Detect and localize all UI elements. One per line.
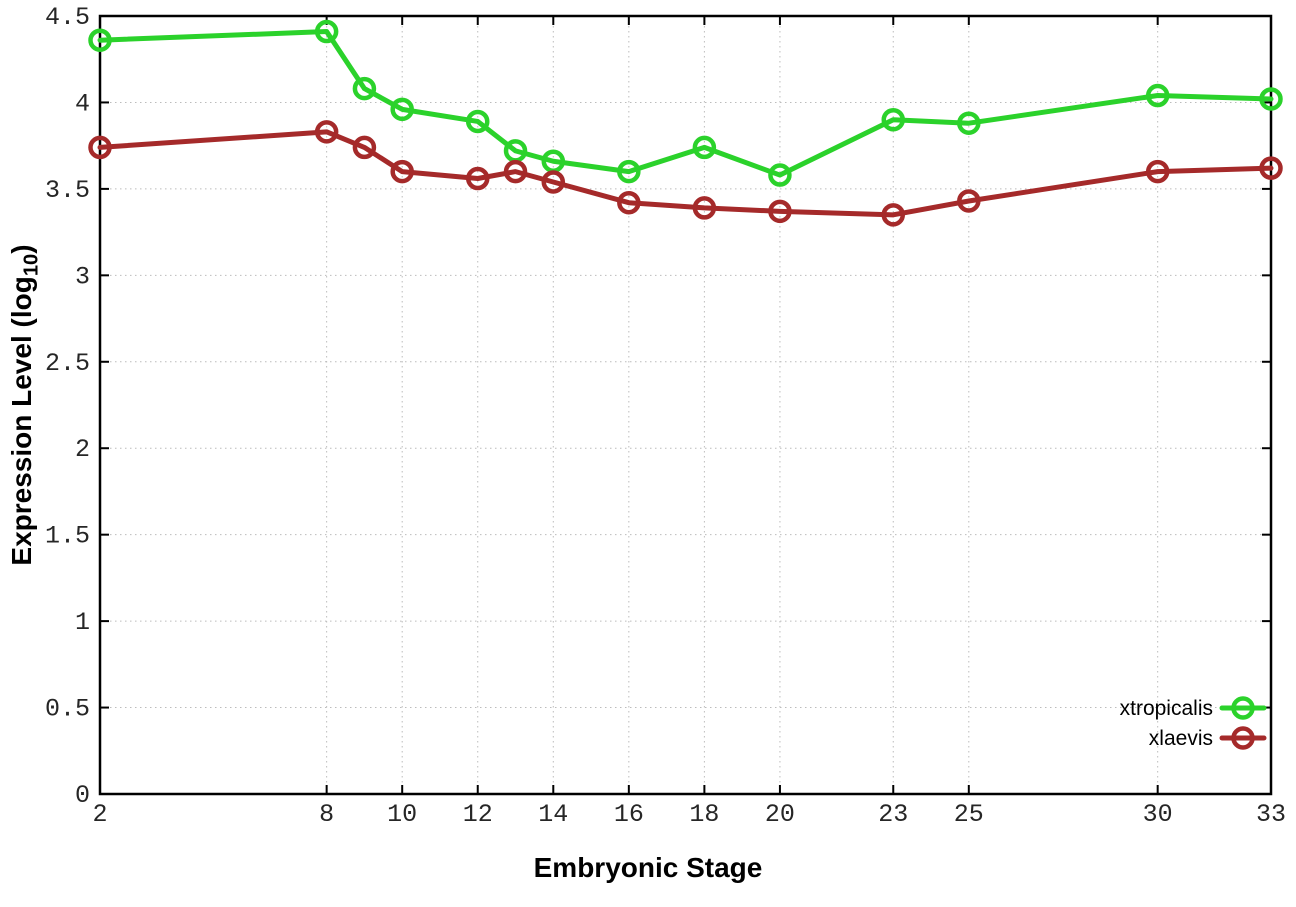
data-point-marker-xtropicalis	[1259, 87, 1283, 111]
x-tick-label: 33	[1256, 800, 1286, 829]
data-point-marker-xtropicalis	[88, 28, 112, 52]
y-tick-label: 3	[75, 262, 90, 291]
y-tick-label: 1.5	[45, 522, 90, 551]
data-point-marker-xlaevis	[465, 166, 490, 191]
legend-label-xlaevis: xlaevis	[1149, 727, 1213, 750]
x-tick-label: 23	[878, 800, 908, 829]
y-tick-label: 3.5	[45, 176, 90, 205]
series-line-xtropicalis	[97, 29, 1274, 178]
data-point-marker-xlaevis	[503, 159, 528, 184]
plot-border	[98, 14, 1273, 796]
y-tick-label: 2	[75, 435, 90, 464]
y-tick-label: 4	[75, 89, 90, 118]
x-tick-label: 20	[765, 800, 795, 829]
data-point-marker-xtropicalis	[617, 159, 641, 184]
x-tick-label: 30	[1143, 800, 1173, 829]
data-point-marker-xlaevis	[390, 159, 414, 184]
data-point-marker-xlaevis	[352, 135, 377, 160]
data-point-marker-xlaevis	[617, 190, 641, 215]
x-tick-label: 10	[387, 800, 417, 829]
data-point-marker-xtropicalis	[881, 107, 906, 132]
x-tick-label: 8	[319, 800, 334, 829]
data-point-marker-xlaevis	[1259, 156, 1283, 180]
x-tick-label: 25	[954, 800, 984, 829]
data-point-marker-xlaevis	[692, 196, 717, 220]
data-point-marker-xlaevis	[541, 170, 566, 194]
y-axis-title-close: )	[6, 244, 37, 254]
legend-sample-marker-xtropicalis	[1231, 696, 1255, 720]
data-point-marker-xtropicalis	[957, 111, 981, 135]
data-point-marker-xtropicalis	[314, 19, 339, 44]
data-point-marker-xtropicalis	[390, 97, 414, 122]
x-tick-label: 12	[463, 800, 493, 829]
x-axis-title: Embryonic Stage	[533, 852, 763, 883]
data-point-marker-xlaevis	[881, 203, 906, 227]
y-axis-title-text: Expression Level (log	[6, 276, 37, 566]
y-tick-label: 1	[75, 608, 90, 637]
data-point-marker-xlaevis	[314, 120, 339, 144]
x-tick-label: 16	[614, 800, 644, 829]
data-point-marker-xlaevis	[88, 135, 112, 160]
legend-sample-marker-xlaevis	[1231, 726, 1255, 750]
data-point-marker-xtropicalis	[465, 109, 490, 134]
series-line-xlaevis	[97, 129, 1274, 218]
data-point-marker-xtropicalis	[768, 163, 792, 187]
y-tick-label: 2.5	[45, 349, 90, 378]
data-point-marker-xlaevis	[957, 189, 981, 213]
y-axis-title: Expression Level (log10)	[6, 15, 46, 795]
x-tick-label: 18	[689, 800, 719, 829]
data-point-marker-xtropicalis	[692, 135, 717, 160]
data-point-marker-xlaevis	[768, 199, 792, 224]
legend-label-xtropicalis: xtropicalis	[1120, 697, 1213, 720]
y-axis-title-subscript: 10	[20, 253, 43, 277]
x-tick-label: 2	[92, 800, 107, 829]
y-tick-label: 0.5	[45, 695, 90, 724]
data-point-marker-xtropicalis	[1145, 83, 1170, 108]
x-tick-label: 14	[538, 800, 568, 829]
data-point-marker-xtropicalis	[352, 76, 377, 101]
data-point-marker-xlaevis	[1145, 159, 1170, 184]
y-tick-label: 4.5	[45, 3, 90, 32]
y-tick-label: 0	[75, 781, 90, 810]
